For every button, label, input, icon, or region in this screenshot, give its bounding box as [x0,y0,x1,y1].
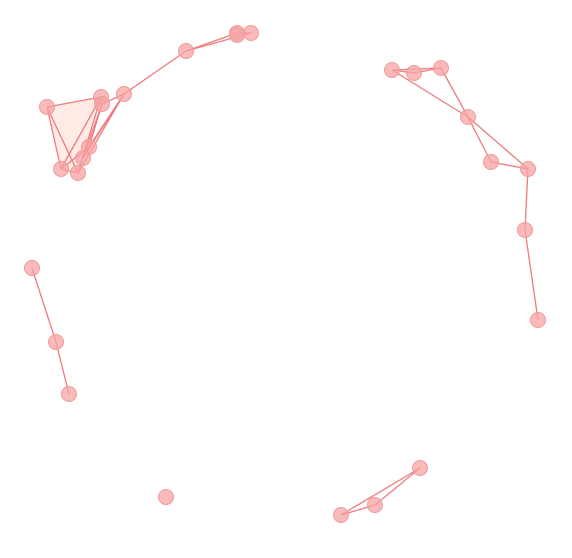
edge-n18-n19 [524,229,539,321]
node-n5 [116,86,132,102]
edge-n15-n17 [467,116,529,170]
edge-n21-n22 [55,341,70,395]
node-n15 [460,109,476,125]
node-n13 [406,65,422,81]
node-n23 [412,460,428,476]
node-n21 [48,334,64,350]
node-n25 [333,507,349,523]
node-n24 [367,497,383,513]
node-n19 [530,312,546,328]
edge-n17-n18 [524,168,529,231]
edge-n14-n15 [440,67,469,118]
edge-n2-n3 [60,96,102,170]
node-n27 [229,27,245,43]
edge-n1-n2 [46,96,102,108]
node-n1 [39,99,55,115]
node-n3 [53,161,69,177]
node-n18 [517,222,533,238]
graph-nodes [24,25,546,523]
node-n14 [433,60,449,76]
edge-n23-n25 [340,467,421,516]
edge-n1-n3 [46,106,62,170]
node-n16 [483,154,499,170]
node-n11 [243,25,259,41]
edge-n20-n21 [31,267,57,343]
node-n12 [384,62,400,78]
edge-n1-n4 [46,106,79,174]
edge-n23-n24 [374,467,421,506]
cluster-face-1 [47,97,101,173]
node-n20 [24,260,40,276]
node-n22 [61,386,77,402]
node-n8 [75,150,91,166]
edge-n12-n15 [391,69,469,118]
node-n4 [70,165,86,181]
edge-n15-n16 [467,116,492,163]
edge-n5-n9 [123,50,187,95]
node-n9 [178,43,194,59]
node-n7 [94,96,110,112]
node-n17 [520,161,536,177]
node-n26 [158,489,174,505]
